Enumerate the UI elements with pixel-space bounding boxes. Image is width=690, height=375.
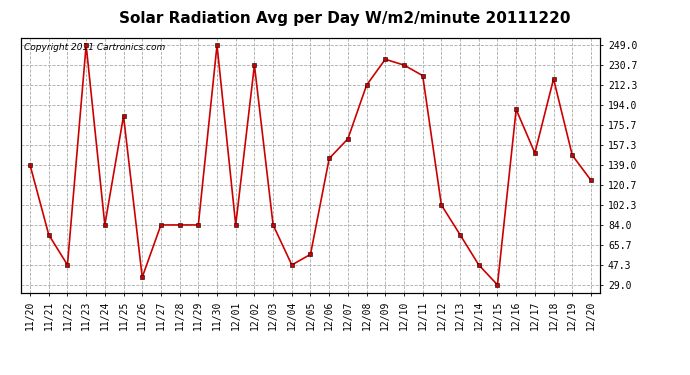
Text: Solar Radiation Avg per Day W/m2/minute 20111220: Solar Radiation Avg per Day W/m2/minute … [119,11,571,26]
Text: Copyright 2011 Cartronics.com: Copyright 2011 Cartronics.com [23,43,165,52]
